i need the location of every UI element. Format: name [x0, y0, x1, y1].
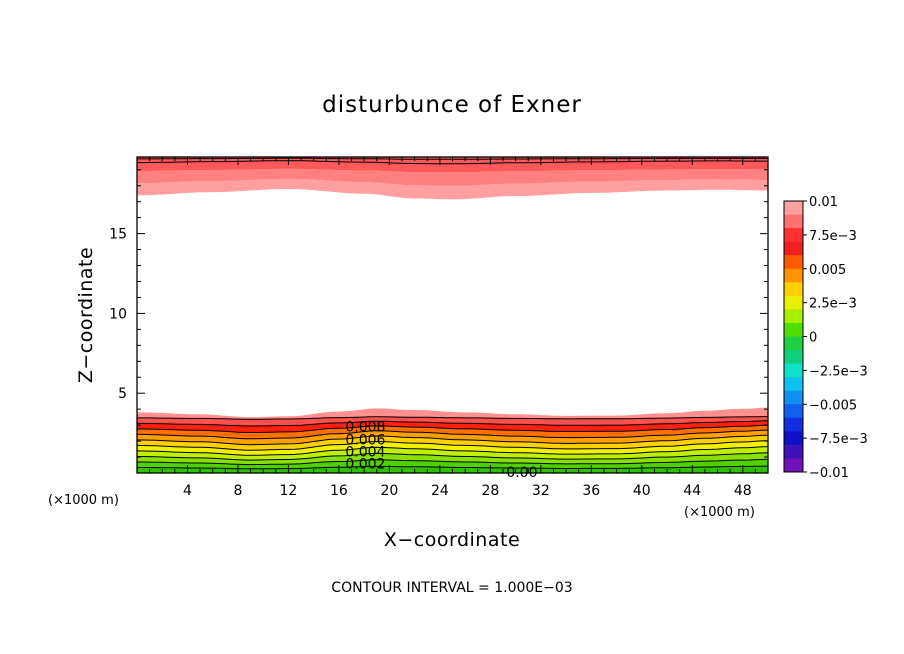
lower-band-5	[137, 435, 768, 451]
y-tick-label: 15	[109, 227, 127, 243]
colorbar-swatch	[784, 282, 803, 297]
x-tick-label: 48	[734, 483, 752, 499]
colorbar-swatch	[784, 377, 803, 392]
lower-contour-line-1	[137, 465, 768, 470]
x-axis-ticks: 4 8 12 16 20 24 28 32 36 40 44 48	[149, 157, 756, 499]
lower-contour-line-9	[137, 420, 768, 427]
colorbar-swatch	[784, 268, 803, 283]
lower-band-4	[137, 440, 768, 456]
colorbar-swatch	[784, 295, 803, 310]
lower-band-6	[137, 430, 768, 445]
x-tick-label: 8	[233, 483, 242, 499]
colorbar-swatch	[784, 390, 803, 405]
lower-contour-line-6	[137, 434, 768, 446]
colorbar-label: −0.01	[809, 466, 849, 481]
lower-band-3	[137, 446, 768, 461]
colorbar-swatch	[784, 255, 803, 270]
x-tick-label: 40	[633, 483, 651, 499]
colorbar-label: 0.01	[809, 195, 838, 210]
lower-contour-line-2	[137, 458, 768, 466]
colorbar-labels: 0.01 7.5e−3 0.005 2.5e−3 0 −2.5e−3 −0.005 −7.5e…	[803, 195, 868, 481]
colorbar-swatch	[784, 458, 803, 473]
y-tick-label: 5	[118, 386, 127, 402]
lower-contour-line-4	[137, 446, 768, 456]
colorbar-label: 0	[809, 331, 817, 346]
lower-band-8	[137, 420, 768, 433]
x-tick-label: 20	[380, 483, 398, 499]
colorbar-swatch	[784, 404, 803, 419]
x-axis-label: X−coordinate	[384, 529, 520, 551]
lower-contour-line-5	[137, 440, 768, 451]
lower-contour-line-3	[137, 452, 768, 461]
x-unit-left: (×1000 m)	[48, 493, 119, 508]
lower-band-2	[137, 452, 768, 465]
x-tick-label: 28	[481, 483, 499, 499]
lower-contour-line-8	[137, 424, 768, 433]
contour-label-0: 0.008	[345, 420, 385, 436]
contour-interval-footer: CONTOUR INTERVAL = 1.000E−03	[331, 580, 572, 596]
contour-lines	[137, 157, 768, 470]
colorbar-label: −7.5e−3	[809, 432, 868, 447]
colorbar-swatch	[784, 201, 803, 216]
colorbar-swatch	[784, 241, 803, 256]
colorbar-swatch	[784, 350, 803, 365]
x-tick-label: 4	[183, 483, 192, 499]
lower-contour-line-10	[137, 416, 768, 420]
colorbar-label: −0.005	[809, 398, 857, 413]
upper-contour-line-1	[137, 160, 768, 165]
x-tick-label: 24	[431, 483, 449, 499]
x-tick-label: 44	[683, 483, 701, 499]
x-tick-label: 36	[582, 483, 600, 499]
y-axis-ticks: 5 10 15	[109, 169, 768, 458]
lower-band-1	[137, 459, 768, 469]
upper-band-1	[137, 168, 768, 186]
x-tick-label: 16	[330, 483, 348, 499]
colorbar-swatches	[784, 201, 803, 473]
colorbar-label: 0.005	[809, 263, 846, 278]
lower-band-7	[137, 425, 768, 439]
colorbar-swatch	[784, 214, 803, 229]
colorbar-swatch	[784, 309, 803, 324]
upper-band-0	[137, 178, 768, 200]
colorbar-swatch	[784, 417, 803, 432]
colorbar-swatch	[784, 228, 803, 243]
colorbar-swatch	[784, 431, 803, 446]
colorbar-label: −2.5e−3	[809, 364, 868, 379]
x-unit-right: (×1000 m)	[684, 505, 755, 520]
colorbar: 0.01 7.5e−3 0.005 2.5e−3 0 −2.5e−3 −0.005 −7.5e…	[783, 195, 868, 481]
contour-label-2: 0.004	[345, 444, 385, 460]
lower-filled-contours	[137, 407, 768, 473]
colorbar-swatch	[784, 444, 803, 459]
colorbar-swatch	[784, 363, 803, 378]
lower-contour-line-7	[137, 429, 768, 440]
y-axis-label: Z−coordinate	[75, 247, 97, 383]
colorbar-label: 2.5e−3	[809, 297, 857, 312]
x-tick-label: 32	[532, 483, 550, 499]
colorbar-swatch	[784, 336, 803, 351]
colorbar-label: 7.5e−3	[809, 229, 857, 244]
contour-label-3: 0.002	[345, 456, 385, 472]
y-tick-label: 10	[109, 306, 127, 322]
x-tick-label: 12	[280, 483, 298, 499]
lower-band-10	[137, 407, 768, 420]
contour-label-1: 0.006	[345, 432, 385, 448]
chart-title: disturbunce of Exner	[322, 92, 582, 118]
colorbar-swatch	[784, 322, 803, 337]
